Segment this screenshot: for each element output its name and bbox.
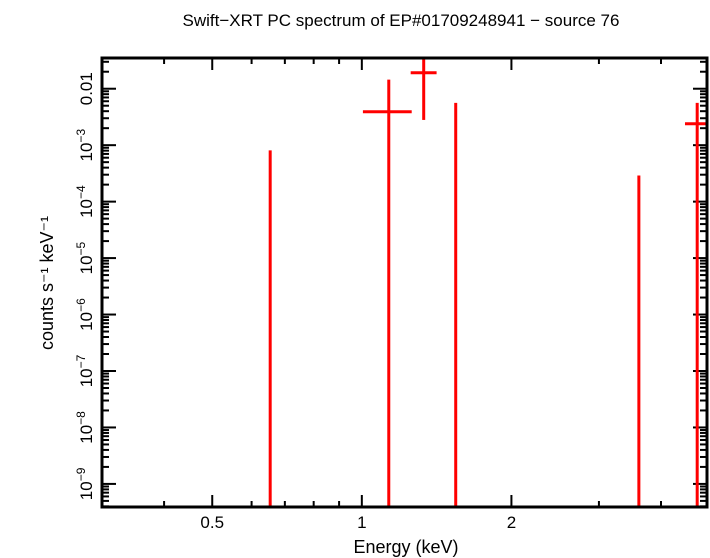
y-tick-exponent: −6	[74, 298, 88, 312]
y-tick-exponent: −4	[74, 185, 88, 199]
x-tick-label: 1	[357, 513, 366, 532]
y-tick-exponent: −5	[74, 241, 88, 255]
x-tick-label: 2	[507, 513, 516, 532]
y-tick-label: 10−3	[74, 129, 96, 162]
y-tick-base: 0.01	[77, 72, 96, 105]
y-tick-exponent: −8	[74, 411, 88, 425]
x-axis-label: Energy (keV)	[353, 537, 458, 557]
y-tick-base: 10	[77, 481, 96, 500]
y-tick-base: 10	[77, 199, 96, 218]
plot-frame	[100, 56, 709, 509]
y-tick-base: 10	[77, 143, 96, 162]
y-axis-label: counts s⁻¹ keV⁻¹	[37, 216, 57, 350]
y-tick-label: 10−4	[74, 185, 96, 218]
y-tick-exponent: −3	[74, 129, 88, 143]
y-tick-label: 10−8	[74, 411, 96, 444]
y-tick-label: 10−7	[74, 354, 96, 387]
chart-title: Swift−XRT PC spectrum of EP#01709248941 …	[183, 11, 620, 30]
y-tick-label: 10−6	[74, 298, 96, 331]
y-tick-base: 10	[77, 255, 96, 274]
y-tick-label: 10−9	[74, 467, 96, 500]
y-tick-exponent: −7	[74, 354, 88, 368]
y-tick-base: 10	[77, 312, 96, 331]
y-tick-base: 10	[77, 425, 96, 444]
y-tick-label: 0.01	[77, 72, 96, 105]
x-tick-label: 0.5	[200, 513, 224, 532]
y-tick-base: 10	[77, 368, 96, 387]
y-tick-label: 10−5	[74, 241, 96, 274]
y-tick-exponent: −9	[74, 467, 88, 481]
